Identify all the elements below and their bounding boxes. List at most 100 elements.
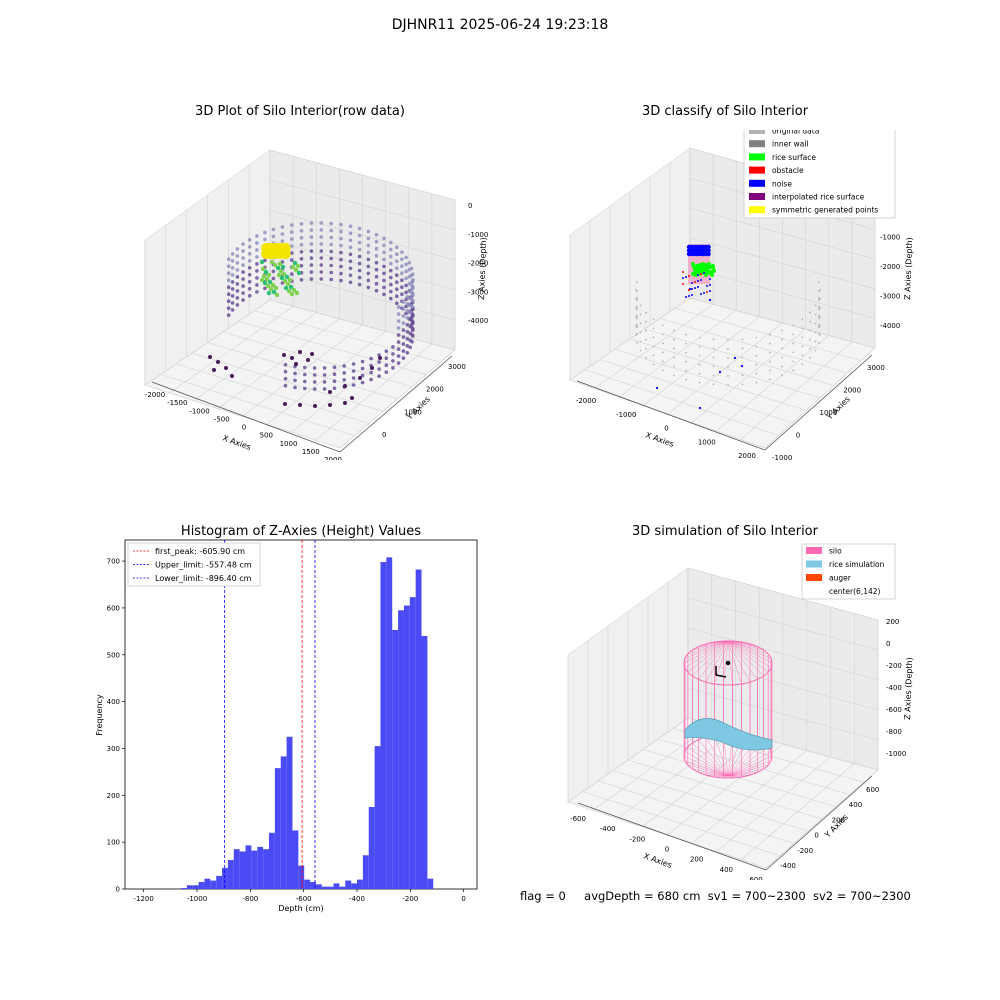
silo-wire (698, 772, 729, 777)
histogram-bar (245, 845, 252, 889)
data-point (255, 234, 259, 238)
data-point (374, 246, 379, 251)
data-point (792, 324, 794, 327)
legend-swatch (749, 130, 765, 134)
grid-line (716, 335, 829, 432)
data-point (685, 378, 688, 381)
data-point (290, 251, 294, 255)
data-point (741, 356, 744, 359)
data-point (673, 329, 675, 332)
data-point (348, 231, 353, 236)
histogram-bar (298, 865, 305, 889)
silo-wire (727, 640, 742, 684)
histogram-bar (269, 832, 275, 889)
data-point (329, 263, 334, 268)
data-point (282, 278, 288, 284)
data-point (818, 296, 820, 299)
data-point (698, 381, 701, 384)
legend-swatch (806, 560, 822, 568)
data-point (290, 244, 294, 248)
data-point (400, 271, 404, 276)
y-tick-label: 300 (107, 745, 120, 753)
data-point (230, 308, 235, 312)
silo-wire (727, 640, 772, 659)
data-point (263, 286, 267, 291)
data-point (652, 318, 655, 321)
y-tick-label: 0 (814, 832, 818, 840)
data-point (309, 242, 314, 246)
legend-swatch (749, 166, 765, 174)
data-point (389, 289, 393, 294)
y-tick-label: 400 (849, 801, 862, 809)
histogram-bar (345, 880, 352, 889)
data-point (389, 254, 393, 259)
data-point (727, 357, 729, 359)
data-point (809, 347, 811, 350)
data-point (401, 307, 406, 311)
data-point (405, 316, 410, 320)
data-point (801, 327, 804, 330)
histogram-bar (292, 830, 299, 889)
data-point (635, 325, 637, 327)
data-point (247, 259, 252, 263)
data-point (230, 266, 235, 270)
data-point (673, 365, 675, 368)
data-point (635, 316, 637, 318)
data-point (377, 367, 381, 371)
data-point (329, 249, 334, 254)
data-point (278, 268, 284, 274)
data-point (230, 273, 235, 277)
data-point (339, 264, 343, 269)
data-point (819, 307, 821, 309)
data-point (741, 374, 744, 377)
data-point (289, 291, 295, 297)
data-point (360, 359, 365, 364)
sv1-text: sv1 = 700~2300 (707, 889, 806, 903)
data-point (357, 233, 362, 238)
raw-3d-tick-labels: -2000-1500-1000-500050010001500200001000… (145, 202, 489, 460)
data-point (366, 229, 371, 234)
grid-line (716, 756, 831, 852)
data-point (382, 285, 386, 290)
data-point (247, 287, 252, 291)
data-point (706, 285, 708, 287)
y-tick-label: 1000 (820, 409, 838, 417)
data-point (712, 356, 715, 359)
data-point (343, 384, 347, 388)
z-tick-label: -4000 (468, 317, 488, 325)
data-point (818, 305, 820, 308)
data-point (405, 344, 410, 348)
data-point (401, 321, 406, 325)
data-point (636, 314, 638, 317)
data-point (348, 245, 353, 250)
data-point (391, 359, 395, 363)
data-point (348, 252, 353, 257)
x-tick-label: 0 (461, 895, 465, 903)
z-tick-label: -2000 (880, 263, 900, 271)
data-point (652, 345, 655, 348)
histogram-bar (315, 884, 322, 889)
grid-line (689, 237, 876, 290)
y-tick-label: 2000 (426, 386, 444, 394)
raw-3d-plot: -2000-1500-1000-500050010001500200001000… (144, 149, 489, 460)
data-point (241, 284, 245, 288)
histogram-bar (392, 629, 399, 889)
data-point (303, 365, 307, 370)
histogram-bar (327, 886, 334, 889)
legend-swatch (749, 179, 765, 187)
x-tick-label: -1200 (133, 895, 153, 903)
data-point (818, 299, 820, 302)
data-point (303, 379, 307, 384)
classify-3d-tick-labels: -2000-1000010002000-100001000200030000-1… (576, 204, 901, 460)
data-point (299, 222, 304, 226)
data-point (411, 278, 415, 282)
data-point (685, 369, 688, 372)
data-point (309, 277, 314, 281)
data-point (700, 293, 702, 295)
data-point (357, 282, 362, 287)
y-tick-label: 200 (832, 816, 845, 824)
histogram-bar (198, 881, 205, 889)
histogram-bar (368, 807, 375, 889)
data-point (673, 338, 675, 341)
center-point (725, 660, 731, 666)
